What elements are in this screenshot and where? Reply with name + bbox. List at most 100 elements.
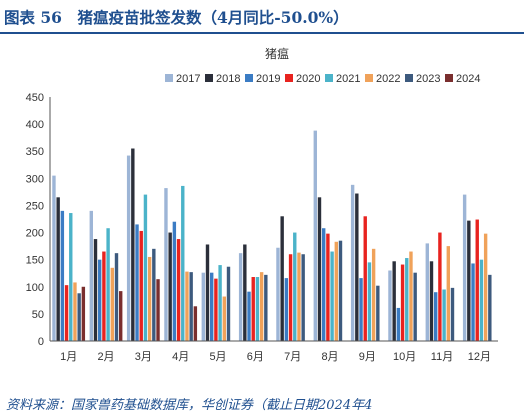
x-tick-label: 6月 <box>247 351 264 363</box>
bar-2017-3 <box>126 155 131 341</box>
bar-2023-9 <box>376 285 380 341</box>
legend-swatch-2019 <box>245 74 253 82</box>
bar-2017-12 <box>462 194 467 341</box>
bar-2017-1 <box>52 175 56 341</box>
bar-2019-8 <box>322 228 326 341</box>
bar-2017-7 <box>276 247 280 341</box>
bar-2023-1 <box>77 293 81 341</box>
legend-label-2024: 2024 <box>456 73 480 85</box>
bar-2020-12 <box>475 219 479 341</box>
bar-2019-2 <box>98 259 102 341</box>
legend-label-2022: 2022 <box>376 73 400 85</box>
bar-2021-5 <box>218 265 222 341</box>
y-tick-label: 300 <box>26 173 44 185</box>
bar-2022-4 <box>185 271 189 341</box>
bar-2017-8 <box>313 130 317 341</box>
bar-2018-8 <box>317 197 322 341</box>
chart-title: 猪瘟 <box>265 46 289 61</box>
bar-2022-11 <box>446 246 450 341</box>
legend-swatch-2024 <box>445 74 453 82</box>
bar-2017-9 <box>350 184 355 341</box>
x-tick-label: 8月 <box>321 351 338 363</box>
legend-swatch-2023 <box>405 74 413 82</box>
legend-label-2023: 2023 <box>416 73 440 85</box>
bar-2018-12 <box>467 220 471 341</box>
legend-label-2020: 2020 <box>296 73 320 85</box>
legend-swatch-2022 <box>365 74 373 82</box>
bar-2017-10 <box>388 270 392 341</box>
y-tick-label: 100 <box>26 282 44 294</box>
bar-2019-7 <box>284 278 289 341</box>
bar-2023-7 <box>301 254 305 341</box>
y-axis: 0 50 100 150 200 250 300 350 400 450 <box>26 92 51 348</box>
x-tick-label: 2月 <box>97 351 114 363</box>
bar-2020-6 <box>251 277 255 341</box>
legend-label-2021: 2021 <box>336 73 360 85</box>
x-tick-label: 4月 <box>172 351 189 363</box>
bar-2022-6 <box>259 272 264 341</box>
bar-2022-5 <box>222 296 226 341</box>
x-tick-label: 12月 <box>468 351 491 363</box>
bar-2019-9 <box>359 278 363 341</box>
y-tick-label: 350 <box>26 146 44 158</box>
bar-2023-11 <box>450 287 455 341</box>
y-tick-label: 50 <box>32 309 44 321</box>
bar-2021-4 <box>181 185 185 341</box>
x-tick-label: 11月 <box>431 351 453 363</box>
x-axis: 1月 2月 3月 4月 5月 6月 7月 8月 9月 10月 11月 12月 <box>50 340 498 363</box>
legend-swatch-2021 <box>325 74 333 82</box>
x-tick-label: 1月 <box>60 351 77 363</box>
bar-2021-1 <box>69 213 73 341</box>
x-tick-label: 3月 <box>135 351 152 363</box>
bar-group <box>52 130 492 341</box>
y-tick-label: 450 <box>26 92 44 104</box>
bar-2018-5 <box>205 244 210 341</box>
bar-2018-10 <box>392 261 396 341</box>
x-tick-label: 10月 <box>393 351 416 363</box>
bar-2022-1 <box>73 282 77 341</box>
bar-2017-6 <box>238 253 243 341</box>
y-tick-label: 400 <box>26 119 44 131</box>
chart-legend: 2017 2018 2019 2020 2021 2022 2023 2024 <box>165 73 480 85</box>
legend-label-2019: 2019 <box>256 73 280 85</box>
bar-2021-6 <box>255 277 260 341</box>
bar-2023-8 <box>338 240 343 341</box>
bar-2024-2 <box>119 291 123 341</box>
title-rule <box>0 32 524 34</box>
bar-2018-7 <box>280 216 284 341</box>
bar-2019-1 <box>60 210 65 341</box>
bar-2018-6 <box>243 244 247 341</box>
bar-2018-3 <box>131 148 135 341</box>
bar-2018-4 <box>168 232 172 341</box>
bar-2024-4 <box>193 306 198 341</box>
bar-2020-4 <box>176 239 181 341</box>
bar-2023-12 <box>488 274 492 341</box>
x-tick-label: 7月 <box>284 351 301 363</box>
bar-2020-3 <box>139 230 143 341</box>
bar-2017-4 <box>164 188 168 341</box>
x-tick-label: 9月 <box>359 351 376 363</box>
bar-2020-8 <box>326 233 330 341</box>
bar-2023-2 <box>114 253 119 341</box>
bar-2023-3 <box>152 248 156 341</box>
bar-2019-10 <box>396 307 401 341</box>
bar-2020-7 <box>288 254 293 341</box>
bar-2023-5 <box>226 266 231 341</box>
bar-2020-11 <box>438 232 442 341</box>
bar-2021-7 <box>293 232 297 341</box>
bar-2020-5 <box>214 278 218 341</box>
y-tick-label: 0 <box>38 336 44 348</box>
bar-2023-10 <box>413 272 417 341</box>
bar-2024-1 <box>81 286 86 341</box>
legend-swatch-2017 <box>165 74 173 82</box>
figure-title: 图表 56 猪瘟疫苗批签发数（4月同比-50.0%） <box>4 8 349 27</box>
bar-2021-12 <box>479 259 484 341</box>
bar-2021-11 <box>442 289 446 341</box>
bar-2022-9 <box>371 248 376 341</box>
bar-2022-3 <box>147 256 152 341</box>
bar-2022-8 <box>334 241 338 341</box>
bar-2022-10 <box>409 251 413 341</box>
bar-2018-9 <box>355 193 359 341</box>
bar-2022-2 <box>110 267 114 341</box>
